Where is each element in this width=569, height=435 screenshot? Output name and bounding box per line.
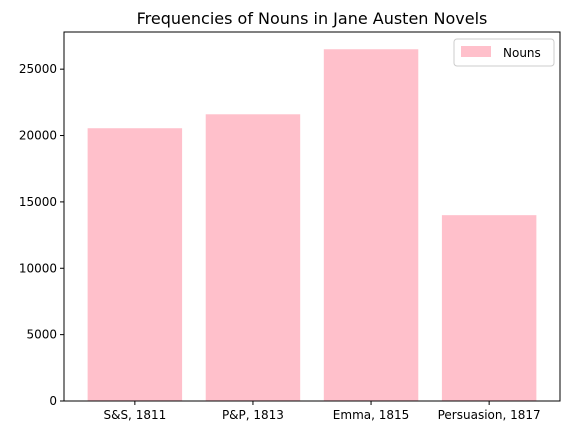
plot-frame — [63, 31, 561, 402]
y-tick-label: 0 — [49, 394, 57, 408]
y-tick-label: 5000 — [26, 328, 57, 342]
legend-swatch — [461, 46, 491, 57]
y-axis: 0 5000 10000 15000 20000 25000 — [19, 62, 64, 408]
y-tick-label: 10000 — [19, 261, 57, 275]
y-tick-label: 25000 — [19, 62, 57, 76]
x-tick-label: P&P, 1813 — [222, 408, 284, 422]
x-tick-label: Persuasion, 1817 — [438, 408, 541, 422]
x-tick-label: S&S, 1811 — [103, 408, 166, 422]
bars-group — [87, 49, 537, 402]
y-tick-label: 15000 — [19, 195, 57, 209]
legend: Nouns — [453, 38, 555, 67]
y-tick-label: 20000 — [19, 129, 57, 143]
legend-label: Nouns — [503, 46, 541, 60]
x-axis: S&S, 1811 P&P, 1813 Emma, 1815 Persuasion, … — [103, 401, 541, 422]
bar-0 — [87, 128, 183, 402]
bar-3 — [441, 215, 537, 401]
bar-1 — [205, 114, 301, 401]
chart-title: Frequencies of Nouns in Jane Austen Nove… — [137, 9, 488, 28]
x-tick-label: Emma, 1815 — [333, 408, 409, 422]
bar-2 — [323, 49, 419, 401]
legend-box — [453, 38, 555, 67]
